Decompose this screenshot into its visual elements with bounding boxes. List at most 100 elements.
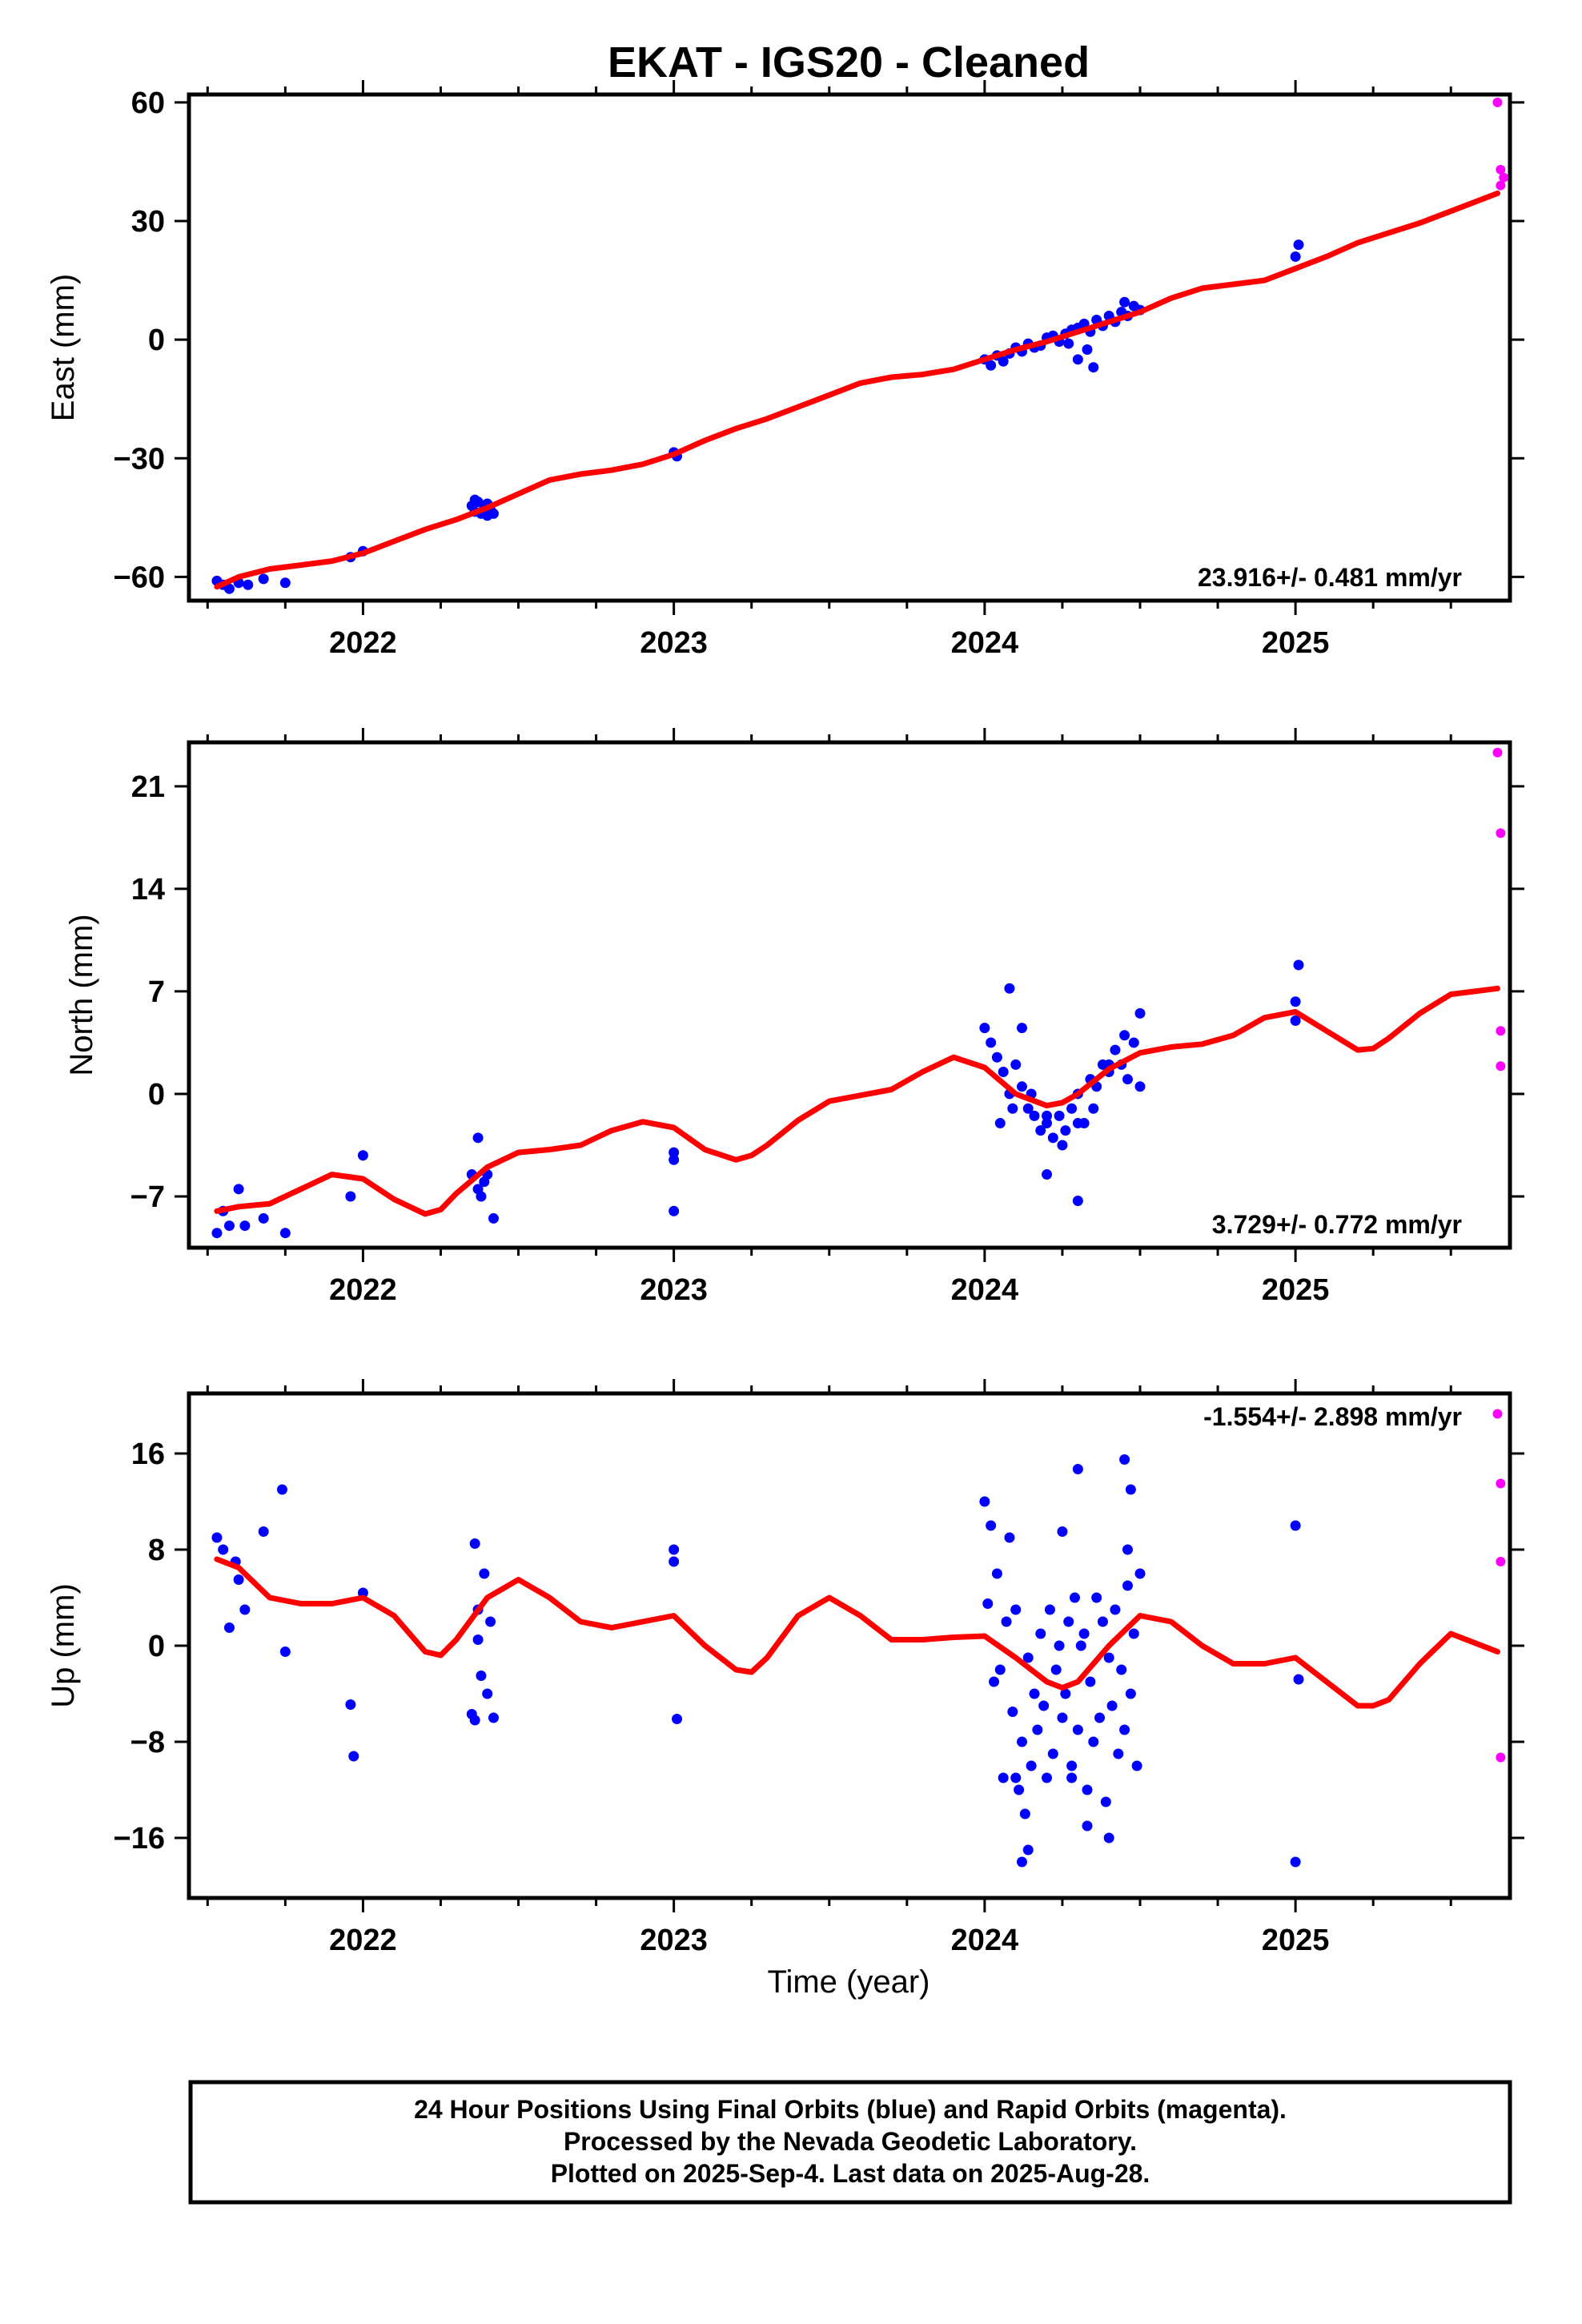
- up-rapid-point: [1496, 1557, 1506, 1566]
- north-model-line: [214, 985, 1500, 1217]
- up-final-point: [1057, 1712, 1068, 1723]
- north-final-point: [669, 1205, 680, 1216]
- north-final-point: [1029, 1110, 1040, 1121]
- up-final-point: [1022, 1652, 1034, 1663]
- up-final-point: [1026, 1760, 1037, 1771]
- east-y-tick-label: 60: [131, 86, 165, 120]
- up-final-point: [1119, 1724, 1130, 1735]
- up-final-point: [1001, 1616, 1012, 1627]
- up-final-point: [994, 1664, 1006, 1675]
- north-rate-label: 3.729+/- 0.772 mm/yr: [1212, 1210, 1462, 1239]
- up-final-point: [1290, 1856, 1301, 1868]
- up-final-point: [345, 1699, 356, 1710]
- north-final-point: [1054, 1110, 1065, 1121]
- north-final-point: [1016, 1081, 1027, 1092]
- east-y-tick-label: −30: [114, 442, 165, 476]
- up-final-point: [1134, 1568, 1146, 1579]
- up-final-point: [276, 1484, 287, 1495]
- up-x-tick-label: 2022: [329, 1924, 397, 1957]
- up-final-point: [1044, 1604, 1055, 1615]
- up-final-point: [1063, 1616, 1074, 1627]
- up-final-point: [1032, 1724, 1043, 1735]
- up-final-point: [1078, 1628, 1090, 1639]
- up-final-point: [476, 1671, 487, 1681]
- north-final-point: [994, 1118, 1006, 1129]
- up-final-point: [1103, 1832, 1114, 1844]
- up-final-point: [1050, 1664, 1062, 1675]
- up-y-tick-label: −16: [114, 1822, 165, 1856]
- north-rapid-point: [1496, 1061, 1506, 1072]
- footer-line-1: 24 Hour Positions Using Final Orbits (bl…: [414, 2095, 1287, 2124]
- east-final-point: [279, 577, 291, 589]
- up-final-point: [1072, 1464, 1083, 1474]
- up-final-point: [1110, 1604, 1121, 1615]
- up-final-point: [348, 1751, 359, 1762]
- north-final-point: [986, 1037, 997, 1048]
- up-final-point: [979, 1496, 990, 1507]
- east-rapid-point: [1492, 97, 1503, 107]
- up-final-point: [279, 1647, 291, 1657]
- north-final-point: [472, 1132, 484, 1144]
- up-final-point: [218, 1544, 229, 1555]
- east-x-tick-label: 2025: [1262, 626, 1330, 660]
- up-final-point: [1016, 1736, 1027, 1747]
- east-final-point: [1119, 296, 1130, 308]
- north-x-tick-label: 2025: [1262, 1273, 1330, 1307]
- up-final-point: [1066, 1772, 1078, 1783]
- north-final-point: [1066, 1103, 1078, 1114]
- up-final-point: [1128, 1628, 1139, 1639]
- north-final-point: [998, 1067, 1009, 1078]
- east-rapid-point: [1499, 172, 1509, 183]
- north-final-point: [1016, 1023, 1027, 1034]
- up-final-point: [479, 1568, 490, 1579]
- north-y-tick-label: 0: [148, 1078, 165, 1112]
- east-final-point: [998, 356, 1009, 367]
- north-final-point: [1010, 1059, 1022, 1070]
- up-final-point: [1103, 1652, 1114, 1663]
- up-final-point: [1293, 1674, 1304, 1685]
- north-y-tick-label: 7: [148, 975, 165, 1009]
- up-final-point: [1131, 1760, 1142, 1771]
- north-final-point: [233, 1184, 244, 1195]
- north-final-point: [258, 1212, 269, 1224]
- east-y-axis-label: East (mm): [46, 274, 81, 421]
- east-final-point: [1063, 338, 1074, 349]
- up-final-point: [233, 1574, 244, 1585]
- east-final-point: [258, 573, 269, 585]
- up-final-point: [1091, 1592, 1102, 1603]
- north-final-point: [1134, 1081, 1146, 1092]
- up-final-point: [1010, 1604, 1022, 1615]
- east-y-tick-label: 0: [148, 324, 165, 357]
- up-final-point: [1019, 1808, 1030, 1819]
- up-x-tick-label: 2024: [951, 1924, 1019, 1957]
- north-final-point: [1042, 1169, 1053, 1180]
- east-final-point: [223, 583, 235, 594]
- up-final-point: [1290, 1520, 1301, 1531]
- north-x-tick-label: 2024: [951, 1273, 1019, 1307]
- north-final-point: [279, 1228, 291, 1239]
- up-y-tick-label: 8: [148, 1534, 165, 1567]
- north-final-point: [1088, 1103, 1099, 1114]
- north-final-point: [1293, 959, 1304, 971]
- up-final-point: [1014, 1784, 1025, 1795]
- north-y-tick-label: −7: [130, 1180, 165, 1214]
- north-final-point: [1072, 1118, 1083, 1129]
- up-final-point: [669, 1544, 680, 1555]
- up-final-point: [1088, 1736, 1099, 1747]
- east-final-point: [243, 579, 254, 590]
- north-final-point: [1122, 1074, 1133, 1085]
- north-final-point: [488, 1212, 499, 1224]
- up-x-tick-label: 2023: [640, 1924, 708, 1957]
- up-final-point: [1069, 1592, 1080, 1603]
- north-y-tick-label: 21: [131, 770, 165, 804]
- footer-line-3: Plotted on 2025-Sep-4. Last data on 2025…: [551, 2159, 1150, 2188]
- east-rapid-point: [1496, 164, 1506, 175]
- up-final-point: [1072, 1724, 1083, 1735]
- up-final-point: [1125, 1688, 1136, 1699]
- north-y-axis-label: North (mm): [64, 914, 99, 1076]
- up-final-point: [258, 1526, 269, 1537]
- up-final-point: [1122, 1544, 1133, 1555]
- east-final-point: [1290, 251, 1301, 262]
- up-final-point: [1082, 1784, 1093, 1795]
- chart-title: EKAT - IGS20 - Cleaned: [608, 38, 1090, 86]
